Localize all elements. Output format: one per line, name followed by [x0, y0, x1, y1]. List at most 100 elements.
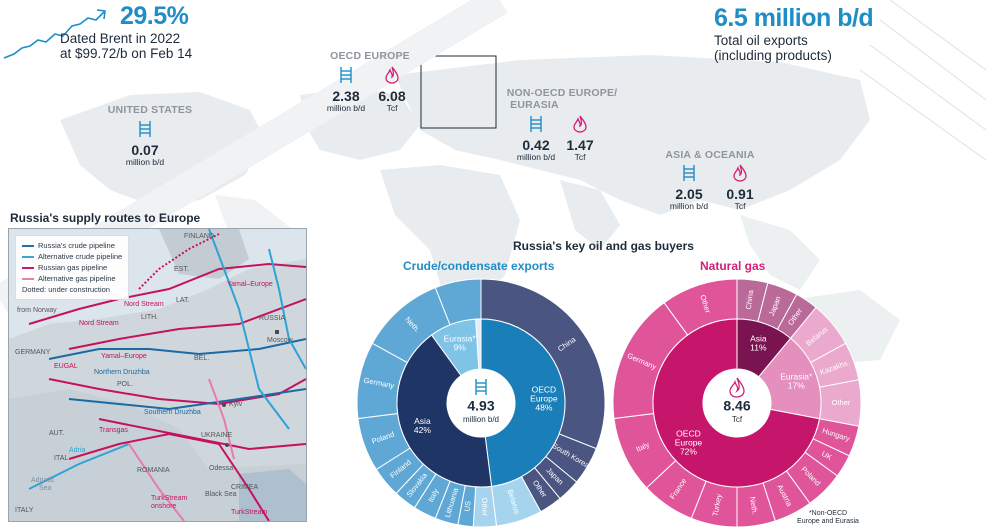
asia-gas-value: 0.91 — [726, 186, 754, 202]
legend-row-crude: Russia's crude pipeline — [22, 240, 122, 251]
gas-inner-label-2-1: Europe — [675, 437, 703, 447]
gas-center-unit: Tcf — [732, 415, 743, 424]
crude-inner-label-2-0: Eurasia* — [444, 333, 477, 343]
map-label-black-sea: Black Sea — [205, 491, 237, 498]
map-label-ukraine: UKRAINE — [201, 432, 233, 439]
total-exports-value: 6.5 million b/d — [714, 4, 874, 32]
crude-center — [447, 369, 515, 437]
legend-label-alt-crude: Alternative crude pipeline — [38, 252, 123, 261]
gas-center-value: 8.46 — [723, 398, 750, 414]
gas-outer-label-0: China — [744, 289, 755, 310]
map-label-pol: POL. — [117, 381, 133, 388]
supply-routes-map: Russia's crude pipeline Alternative crud… — [8, 228, 307, 522]
gas-inner-label-0-0: Asia — [750, 333, 767, 343]
non-oecd-gas-unit: Tcf — [574, 152, 586, 162]
map-label-adria: Adria — [69, 447, 86, 454]
map-label-transgas: Transgas — [99, 427, 128, 434]
crude-inner-label-1-0: Asia — [414, 416, 431, 426]
oecd-europe-oil-unit: million b/d — [326, 103, 366, 113]
map-label-nord-stream: Nord Stream — [79, 320, 119, 327]
crude-inner-label-1-1: 42% — [414, 425, 431, 435]
map-label-aut: AUT. — [49, 430, 65, 437]
crude-outer-label-6: US — [462, 500, 472, 511]
map-label-italy: ITALY — [15, 507, 34, 514]
map-label-southern-druzhba: Southern Druzhba — [144, 409, 201, 416]
crude-inner-label-0-0: OECD — [532, 384, 557, 394]
crude-inner-label-0-1: Europe — [530, 393, 558, 403]
brent-caption-line2: at $99.72/b on Feb 14 — [60, 46, 193, 61]
map-label-odessa: Odessa — [209, 465, 234, 472]
map-label-crimea: CRIMEA — [231, 484, 259, 491]
region-oecd-europe-gas: 6.08 Tcf — [362, 66, 422, 113]
region-us-oil: 0.07 million b/d — [115, 120, 175, 167]
crude-inner-label-0-2: 48% — [535, 402, 552, 412]
gas-center — [703, 369, 771, 437]
crude-chart-title: Crude/condensate exports — [403, 259, 555, 273]
legend-note: Dotted: under construction — [22, 285, 110, 294]
oil-barrel-icon — [530, 116, 542, 132]
map-label-russia: RUSSIA — [259, 315, 286, 322]
legend-swatch-gas — [22, 266, 34, 269]
map-label-nord-stream-2: Nord Stream — [124, 301, 164, 308]
footnote: *Non-OECD Europe and Eurasia — [795, 510, 861, 526]
map-label-ital: ITAL — [54, 455, 69, 462]
map-label-yamal-europe-2: Yamal–Europe — [101, 353, 147, 360]
region-asia-gas: 0.91 Tcf — [710, 164, 770, 211]
map-label-lith: LITH. — [141, 314, 159, 321]
map-label-est: EST. — [174, 266, 189, 273]
legend-row-alt-crude: Alternative crude pipeline — [22, 251, 122, 262]
map-label-turkstream: TurkStream — [231, 509, 268, 516]
map-label-eugal: EUGAL — [54, 363, 78, 370]
map-label-moscow: Moscow — [267, 337, 293, 344]
region-non-oecd-name-line1: NON-OECD EUROPE/ — [506, 87, 618, 99]
us-oil-value: 0.07 — [131, 142, 159, 158]
gas-outer-label-11: Turkey — [710, 493, 723, 517]
region-non-oecd-gas: 1.47 Tcf — [550, 115, 610, 162]
gas-inner-label-2-0: OECD — [676, 428, 701, 438]
gas-inner-label-2-2: 72% — [680, 446, 697, 456]
crude-outer-label-5: Other — [480, 497, 490, 517]
map-label-yamal-europe: Yamal–Europe — [227, 281, 273, 288]
gas-flame-icon — [573, 115, 587, 133]
brent-caption-line1: Dated Brent in 2022 — [60, 31, 181, 46]
legend-swatch-alt-crude — [22, 255, 34, 258]
legend-label-alt-gas: Alternative gas pipeline — [38, 274, 116, 283]
gas-outer-label-5: Other — [832, 398, 851, 407]
region-asia-name: ASIA & OCEANIA — [665, 149, 755, 161]
legend-label-gas: Russian gas pipeline — [38, 263, 108, 272]
oil-barrel-icon — [475, 379, 487, 395]
non-oecd-gas-value: 1.47 — [566, 137, 594, 153]
legend-row-alt-gas: Alternative gas pipeline — [22, 273, 122, 284]
gas-chart-title: Natural gas — [700, 259, 766, 273]
supply-routes-map-drawing — [9, 229, 306, 521]
gas-outer-label-10: Neth. — [748, 496, 760, 515]
map-label-lat: LAT. — [176, 297, 190, 304]
gas-inner-label-1-0: Eurasia* — [780, 371, 813, 381]
crude-inner-label-2-1: 9% — [454, 342, 467, 352]
oecd-europe-oil-value: 2.38 — [332, 88, 360, 104]
footnote-line2: Europe and Eurasia — [797, 518, 859, 525]
region-asia-oil: 2.05 million b/d — [659, 164, 719, 211]
map-label-bel: BEL. — [194, 355, 210, 362]
total-exports-caption-line2: (including products) — [714, 48, 832, 63]
asia-oil-value: 2.05 — [675, 186, 703, 202]
map-label-from-norway: from Norway — [17, 307, 57, 314]
us-oil-unit: million b/d — [125, 157, 165, 167]
inset-legend: Russia's crude pipeline Alternative crud… — [15, 235, 130, 300]
map-label-turkstream-onshore-1: TurkStream — [151, 495, 188, 502]
total-exports-caption-line1: Total oil exports — [714, 33, 808, 48]
brent-change-percent: 29.5% — [120, 2, 189, 30]
inset-title: Russia's supply routes to Europe — [10, 211, 201, 225]
non-oecd-oil-unit: million b/d — [516, 152, 556, 162]
crude-center-value: 4.93 — [467, 398, 494, 414]
map-label-turkstream-onshore-2: onshore — [151, 503, 177, 510]
gas-flame-icon — [729, 377, 745, 398]
gas-inner-label-1-1: 17% — [788, 380, 805, 390]
asia-gas-unit: Tcf — [734, 201, 746, 211]
gas-inner-label-0-1: 11% — [750, 342, 767, 352]
region-oecd-europe-name: OECD EUROPE — [330, 50, 410, 62]
legend-row-gas: Russian gas pipeline — [22, 262, 122, 273]
region-us-name: UNITED STATES — [107, 104, 193, 116]
charts-title: Russia's key oil and gas buyers — [513, 239, 694, 253]
oil-barrel-icon — [340, 67, 352, 83]
